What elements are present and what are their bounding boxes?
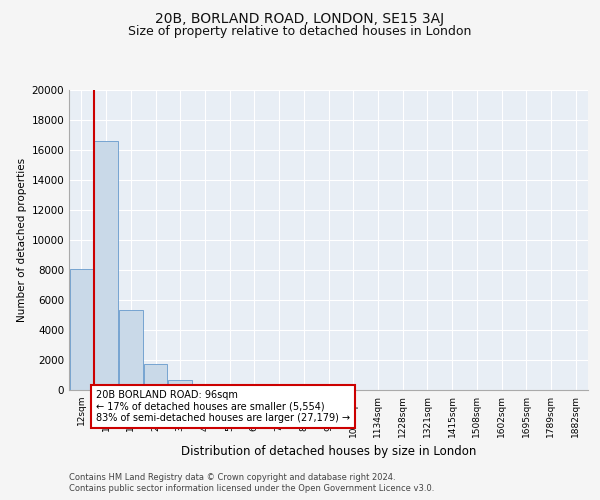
Y-axis label: Number of detached properties: Number of detached properties: [17, 158, 27, 322]
Text: Contains HM Land Registry data © Crown copyright and database right 2024.: Contains HM Land Registry data © Crown c…: [69, 472, 395, 482]
Bar: [292, 388, 316, 390]
Bar: [94, 141, 118, 390]
Text: 20B BORLAND ROAD: 96sqm
← 17% of detached houses are smaller (5,554)
83% of semi: 20B BORLAND ROAD: 96sqm ← 17% of detache…: [95, 390, 350, 423]
Bar: [119, 310, 143, 390]
Bar: [144, 364, 167, 390]
Bar: [193, 384, 217, 390]
Text: 20B, BORLAND ROAD, LONDON, SE15 3AJ: 20B, BORLAND ROAD, LONDON, SE15 3AJ: [155, 12, 445, 26]
Text: Size of property relative to detached houses in London: Size of property relative to detached ho…: [128, 25, 472, 38]
Bar: [242, 387, 266, 390]
Text: Contains public sector information licensed under the Open Government Licence v3: Contains public sector information licen…: [69, 484, 434, 493]
X-axis label: Distribution of detached houses by size in London: Distribution of detached houses by size …: [181, 446, 476, 458]
Bar: [268, 387, 291, 390]
Bar: [169, 380, 192, 390]
Bar: [70, 268, 93, 390]
Bar: [218, 386, 241, 390]
